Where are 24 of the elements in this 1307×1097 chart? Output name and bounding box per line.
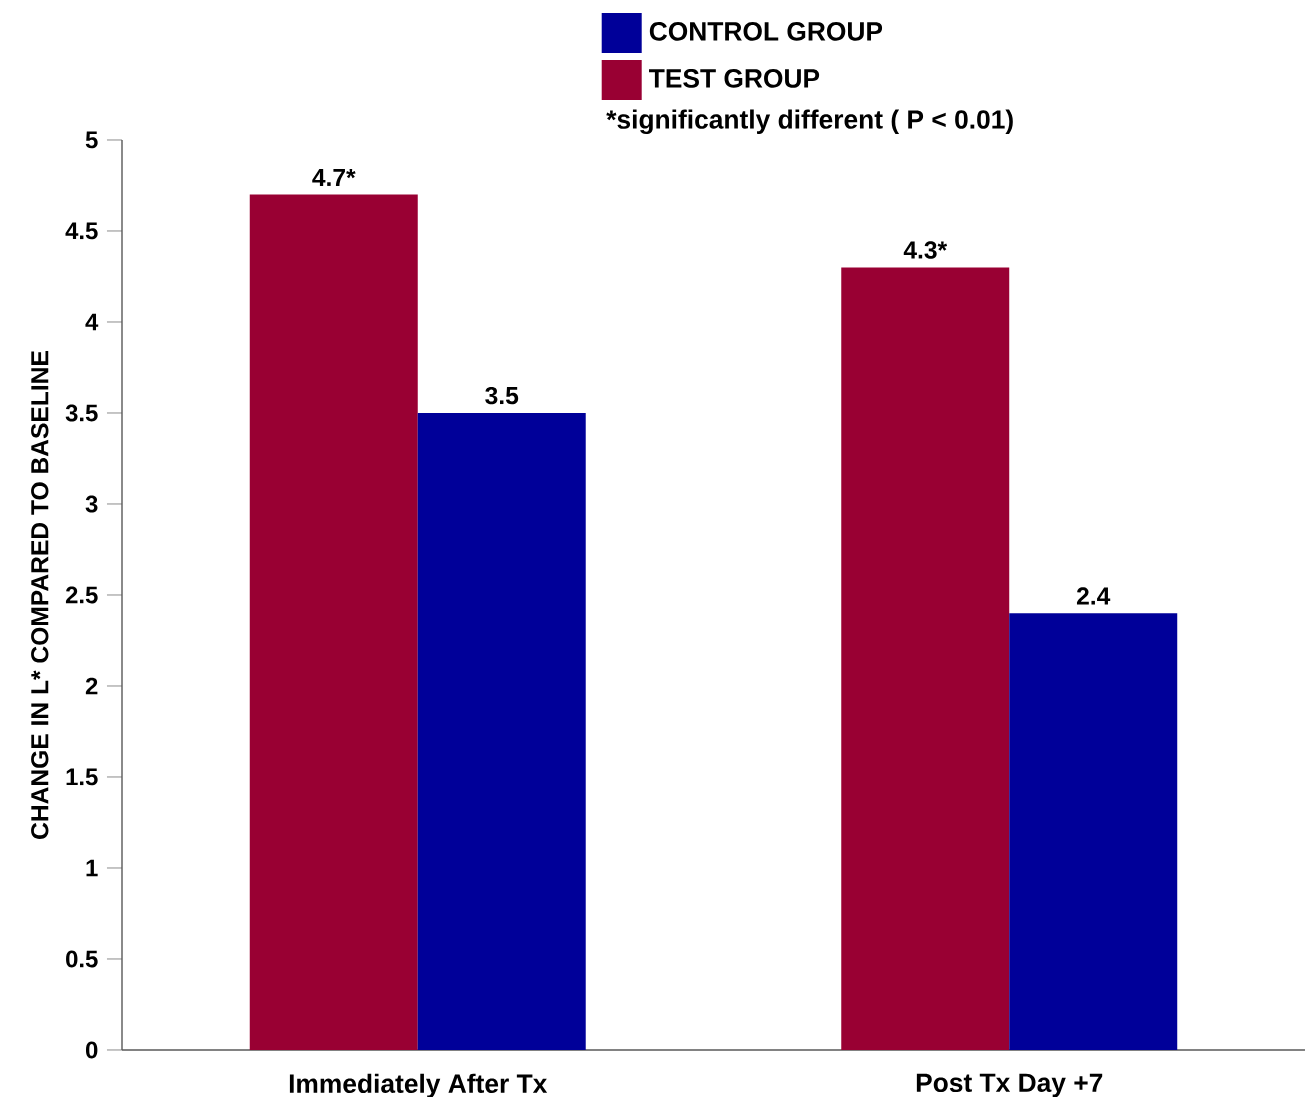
data-label: 4.7* [312, 169, 356, 186]
data-label: 4.3* [903, 241, 948, 259]
y-tick-label: 4.5 [65, 222, 98, 240]
y-tick-label: 0.5 [66, 950, 98, 968]
y-tick-label: 3 [85, 495, 98, 513]
y-tick-label: 4 [85, 313, 99, 331]
data-label: 3.5 [485, 386, 519, 405]
y-tick-label: 1.5 [66, 768, 98, 786]
y-tick-label: 5 [85, 131, 98, 149]
text: *significantly different ( P < 0.01) [606, 109, 1013, 135]
y-axis-title: CHANGE IN L* COMPARED TO BASELINE [31, 351, 49, 839]
bar [1009, 613, 1178, 1050]
data-label: 2.4 [1076, 587, 1111, 605]
y-tick-label: 1 [86, 859, 98, 877]
y-tick-label: 3.5 [65, 404, 98, 422]
legend-label: TEST GROUP [649, 69, 820, 88]
legend-label: CONTROL GROUP [649, 22, 883, 41]
y-tick-label: 2.5 [65, 586, 98, 604]
y-tick-label: 2 [85, 677, 98, 695]
bar [841, 267, 1010, 1050]
x-tick-label: Post Tx Day +7 [916, 1073, 1103, 1097]
y-tick-label: 0 [85, 1041, 98, 1059]
bar [249, 194, 418, 1050]
bar [417, 412, 586, 1050]
